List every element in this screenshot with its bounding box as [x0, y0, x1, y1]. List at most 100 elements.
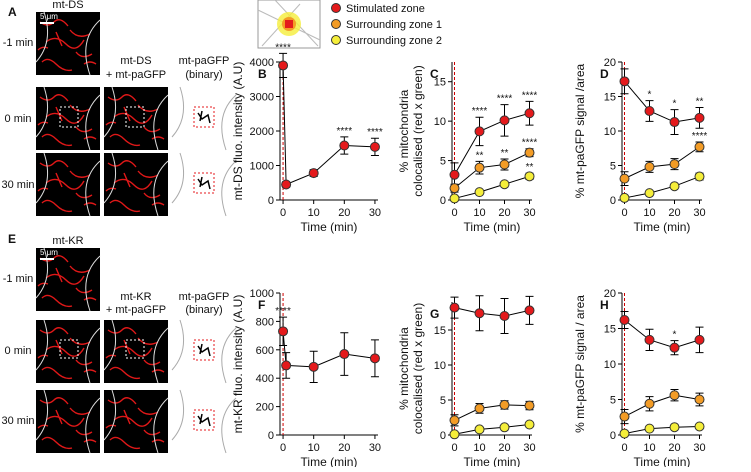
y-axis-title: % mitochondria	[397, 89, 411, 172]
row-label: 30 min	[1, 415, 34, 427]
series-line	[624, 80, 700, 123]
series-line	[282, 65, 375, 186]
y-tick-label: 200	[256, 402, 274, 414]
data-point	[644, 105, 655, 116]
significance: ****	[275, 306, 291, 317]
significance: ****	[367, 127, 383, 138]
data-point	[499, 159, 510, 170]
series-line	[454, 112, 530, 176]
y-axis-title: mt-DS fluo. intensity (A.U)	[231, 62, 245, 201]
data-point	[449, 169, 460, 180]
series-line	[624, 176, 700, 199]
data-point	[644, 334, 655, 345]
y-axis-title: % mitochondria	[397, 327, 411, 410]
x-tick-label: 20	[338, 442, 350, 454]
data-point	[644, 161, 655, 172]
y-axis-title: colocalised (red x green)	[411, 303, 425, 434]
data-point	[619, 192, 630, 203]
panel-letter: C	[430, 67, 439, 81]
data-point	[619, 411, 630, 422]
y-tick-label: 15	[604, 92, 616, 104]
x-tick-label: 20	[338, 207, 350, 219]
y-tick-label: 10	[434, 116, 446, 128]
legend-label: Stimulated zone	[346, 3, 425, 15]
merge-label: + mt-paGFP	[106, 69, 166, 81]
data-point	[619, 428, 630, 439]
data-point	[499, 179, 510, 190]
y-axis-title: % mt-paGFP signal /area	[573, 63, 587, 198]
data-point	[619, 76, 630, 87]
stain-label: mt-DS	[52, 0, 83, 11]
row-label: -1 min	[3, 37, 34, 49]
data-point	[474, 162, 485, 173]
significance: *	[648, 90, 652, 101]
significance: ****	[692, 131, 708, 142]
x-axis-title: Time (min)	[634, 220, 691, 234]
y-tick-label: 20	[604, 288, 616, 300]
panel-letter: G	[430, 307, 439, 321]
y-tick-label: 0	[610, 430, 616, 442]
x-tick-label: 10	[308, 442, 320, 454]
data-point	[278, 60, 289, 71]
data-point	[499, 422, 510, 433]
legend-label: Surrounding zone 2	[346, 35, 442, 47]
binary-label: mt-paGFP	[179, 291, 230, 303]
x-tick-label: 10	[643, 442, 655, 454]
data-point	[308, 168, 319, 179]
y-tick-label: 15	[434, 325, 446, 337]
significance: **	[526, 162, 534, 173]
x-tick-label: 10	[308, 207, 320, 219]
panel-letter: D	[600, 67, 609, 81]
x-tick-label: 20	[498, 442, 510, 454]
data-point	[524, 147, 535, 158]
x-axis-title: Time (min)	[464, 455, 521, 467]
data-point	[619, 173, 630, 184]
y-tick-label: 3000	[250, 92, 274, 104]
data-point	[644, 423, 655, 434]
x-tick-label: 0	[621, 442, 627, 454]
data-point	[694, 421, 705, 432]
x-tick-label: 20	[498, 207, 510, 219]
scale-label: 5 μm	[40, 248, 58, 257]
y-axis-title: colocalised (red x green)	[411, 65, 425, 196]
y-tick-label: 0	[268, 195, 274, 207]
panel-letter: H	[600, 298, 609, 312]
data-point	[499, 399, 510, 410]
data-point	[449, 193, 460, 204]
x-axis-title: Time (min)	[634, 455, 691, 467]
data-point	[369, 353, 380, 364]
schematic	[257, 0, 321, 49]
x-tick-label: 20	[668, 207, 680, 219]
y-tick-label: 15	[434, 77, 446, 89]
x-tick-label: 10	[473, 207, 485, 219]
data-point	[308, 361, 319, 372]
data-point	[281, 360, 292, 371]
data-point	[694, 334, 705, 345]
x-tick-label: 30	[369, 442, 381, 454]
data-point	[278, 326, 289, 337]
binary-label: (binary)	[185, 69, 222, 81]
data-point	[499, 115, 510, 126]
y-tick-label: 4000	[250, 57, 274, 69]
y-tick-label: 1000	[250, 288, 274, 300]
data-point	[669, 342, 680, 353]
x-tick-label: 30	[693, 442, 705, 454]
y-tick-label: 0	[440, 430, 446, 442]
panel-letter: F	[258, 298, 265, 312]
significance: ****	[522, 138, 538, 149]
y-tick-label: 0	[268, 430, 274, 442]
significance: ****	[337, 126, 353, 137]
y-tick-label: 0	[440, 195, 446, 207]
x-tick-label: 0	[280, 207, 286, 219]
significance: ****	[472, 106, 488, 117]
significance: ****	[497, 94, 513, 105]
y-tick-label: 5	[440, 395, 446, 407]
x-tick-label: 0	[621, 207, 627, 219]
significance: *	[673, 99, 677, 110]
x-tick-label: 30	[523, 207, 535, 219]
x-tick-label: 30	[693, 207, 705, 219]
y-axis-title: % mt-paGFP signal / area	[573, 295, 587, 433]
data-point	[474, 308, 485, 319]
series-line	[624, 319, 700, 349]
data-point	[694, 141, 705, 152]
